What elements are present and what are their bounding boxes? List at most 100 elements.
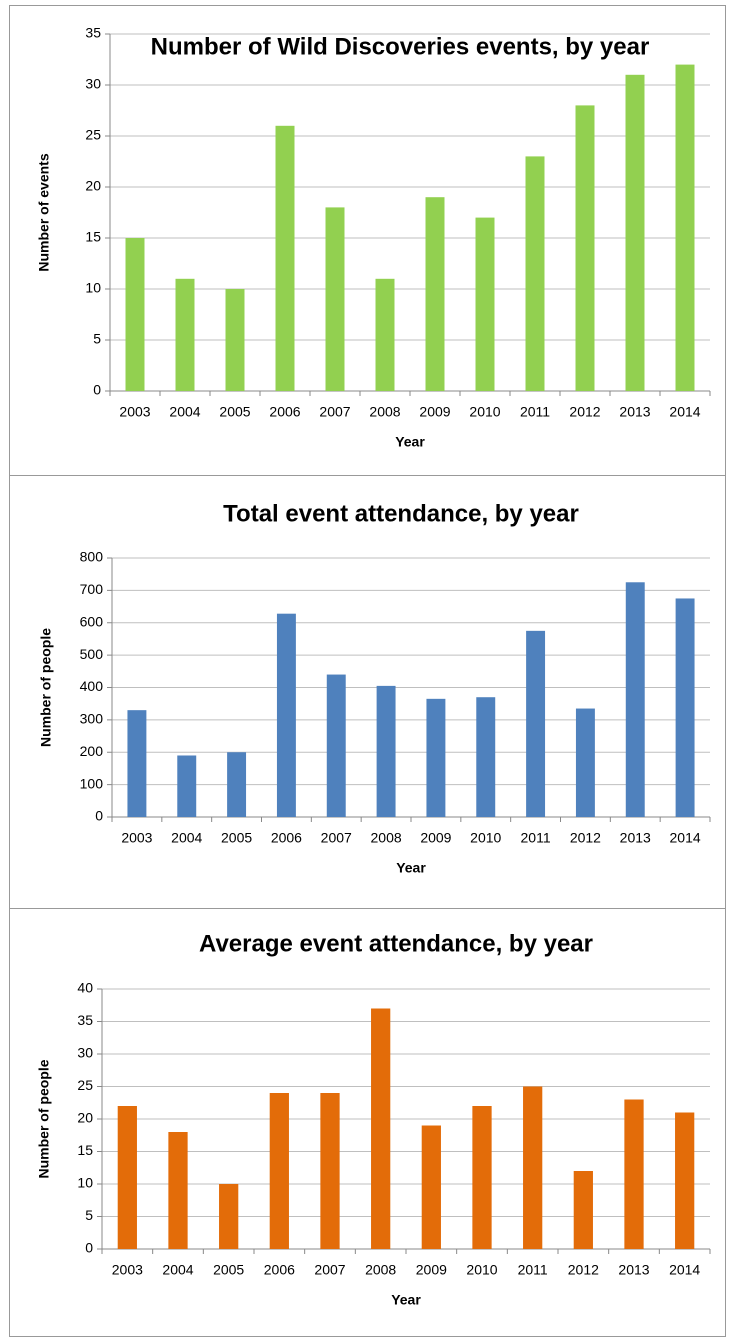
- bar: [175, 278, 195, 391]
- x-tick-label: 2004: [169, 404, 200, 420]
- x-tick-label: 2007: [314, 1262, 345, 1278]
- bar: [523, 1086, 543, 1249]
- x-tick-label: 2010: [470, 830, 501, 846]
- bar: [376, 685, 396, 817]
- x-tick-label: 2014: [669, 1262, 700, 1278]
- y-tick-label: 15: [85, 229, 101, 245]
- chart-title: Total event attendance, by year: [223, 500, 579, 527]
- y-tick-label: 5: [85, 1207, 93, 1223]
- bar: [168, 1132, 188, 1249]
- bar: [625, 582, 645, 817]
- bar: [675, 598, 695, 817]
- y-tick-label: 30: [85, 76, 101, 92]
- y-tick-label: 15: [77, 1142, 93, 1158]
- bar: [219, 1184, 239, 1249]
- x-tick-label: 2011: [521, 830, 551, 846]
- bar: [421, 1125, 441, 1249]
- bar: [127, 710, 147, 817]
- y-axis-title: Number of people: [36, 1059, 52, 1178]
- x-tick-label: 2010: [466, 1262, 497, 1278]
- x-tick-label: 2012: [570, 830, 601, 846]
- y-tick-label: 700: [80, 581, 104, 597]
- bar: [117, 1106, 137, 1249]
- bar: [269, 1093, 289, 1249]
- panel: [9, 475, 726, 909]
- x-tick-label: 2012: [569, 404, 600, 420]
- y-tick-label: 300: [80, 711, 104, 727]
- y-tick-label: 35: [85, 25, 101, 41]
- y-axis-title: Number of people: [38, 628, 54, 747]
- y-tick-label: 35: [77, 1012, 93, 1028]
- x-tick-label: 2014: [670, 830, 701, 846]
- bar: [624, 1099, 644, 1249]
- x-tick-label: 2010: [469, 404, 500, 420]
- bar: [227, 752, 247, 817]
- x-axis-title: Year: [395, 434, 425, 450]
- x-tick-label: 2008: [365, 1262, 396, 1278]
- y-tick-label: 20: [85, 178, 101, 194]
- bar: [472, 1106, 492, 1249]
- panel: [9, 5, 726, 476]
- x-tick-label: 2003: [119, 404, 150, 420]
- bar: [375, 278, 395, 391]
- y-axis-title: Number of events: [36, 153, 52, 271]
- bar: [325, 207, 345, 391]
- bar: [371, 1008, 391, 1249]
- y-tick-label: 0: [85, 1240, 93, 1256]
- bar: [675, 1112, 695, 1249]
- y-tick-label: 600: [80, 613, 104, 629]
- x-tick-label: 2011: [520, 404, 550, 420]
- y-tick-label: 25: [85, 127, 101, 143]
- bar: [625, 74, 645, 392]
- x-axis-title: Year: [396, 860, 426, 876]
- x-tick-label: 2006: [271, 830, 302, 846]
- x-tick-label: 2014: [669, 404, 700, 420]
- x-axis-title: Year: [391, 1292, 421, 1308]
- x-tick-label: 2011: [518, 1262, 548, 1278]
- y-tick-label: 400: [80, 678, 104, 694]
- y-tick-label: 200: [80, 743, 104, 759]
- x-tick-label: 2013: [618, 1262, 649, 1278]
- y-tick-label: 5: [93, 331, 101, 347]
- bar: [575, 105, 595, 392]
- bar: [573, 1171, 593, 1249]
- y-tick-label: 500: [80, 646, 104, 662]
- x-tick-label: 2013: [620, 830, 651, 846]
- x-tick-label: 2003: [121, 830, 152, 846]
- x-tick-label: 2007: [321, 830, 352, 846]
- y-tick-label: 40: [77, 980, 93, 996]
- x-tick-label: 2009: [416, 1262, 447, 1278]
- y-tick-label: 10: [77, 1175, 93, 1191]
- x-tick-label: 2009: [420, 830, 451, 846]
- x-tick-label: 2006: [264, 1262, 295, 1278]
- y-tick-label: 20: [77, 1110, 93, 1126]
- x-tick-label: 2007: [319, 404, 350, 420]
- x-tick-label: 2008: [369, 404, 400, 420]
- x-tick-label: 2008: [371, 830, 402, 846]
- y-tick-label: 800: [80, 549, 104, 565]
- x-tick-label: 2004: [162, 1262, 193, 1278]
- x-tick-label: 2013: [619, 404, 650, 420]
- x-tick-label: 2006: [269, 404, 300, 420]
- y-tick-label: 10: [85, 280, 101, 296]
- bar: [276, 613, 296, 817]
- x-tick-label: 2005: [213, 1262, 244, 1278]
- bar: [476, 697, 496, 817]
- y-tick-label: 100: [80, 775, 104, 791]
- bar: [525, 156, 545, 391]
- chart-title: Number of Wild Discoveries events, by ye…: [151, 33, 650, 60]
- x-tick-label: 2005: [219, 404, 250, 420]
- x-tick-label: 2005: [221, 830, 252, 846]
- bar: [326, 674, 346, 817]
- bar: [526, 630, 546, 817]
- y-tick-label: 30: [77, 1045, 93, 1061]
- bar: [425, 197, 445, 391]
- bar: [675, 64, 695, 391]
- bar: [426, 698, 446, 817]
- x-tick-label: 2009: [419, 404, 450, 420]
- x-tick-label: 2004: [171, 830, 202, 846]
- bar: [177, 755, 197, 817]
- x-tick-label: 2012: [568, 1262, 599, 1278]
- bar: [275, 125, 295, 392]
